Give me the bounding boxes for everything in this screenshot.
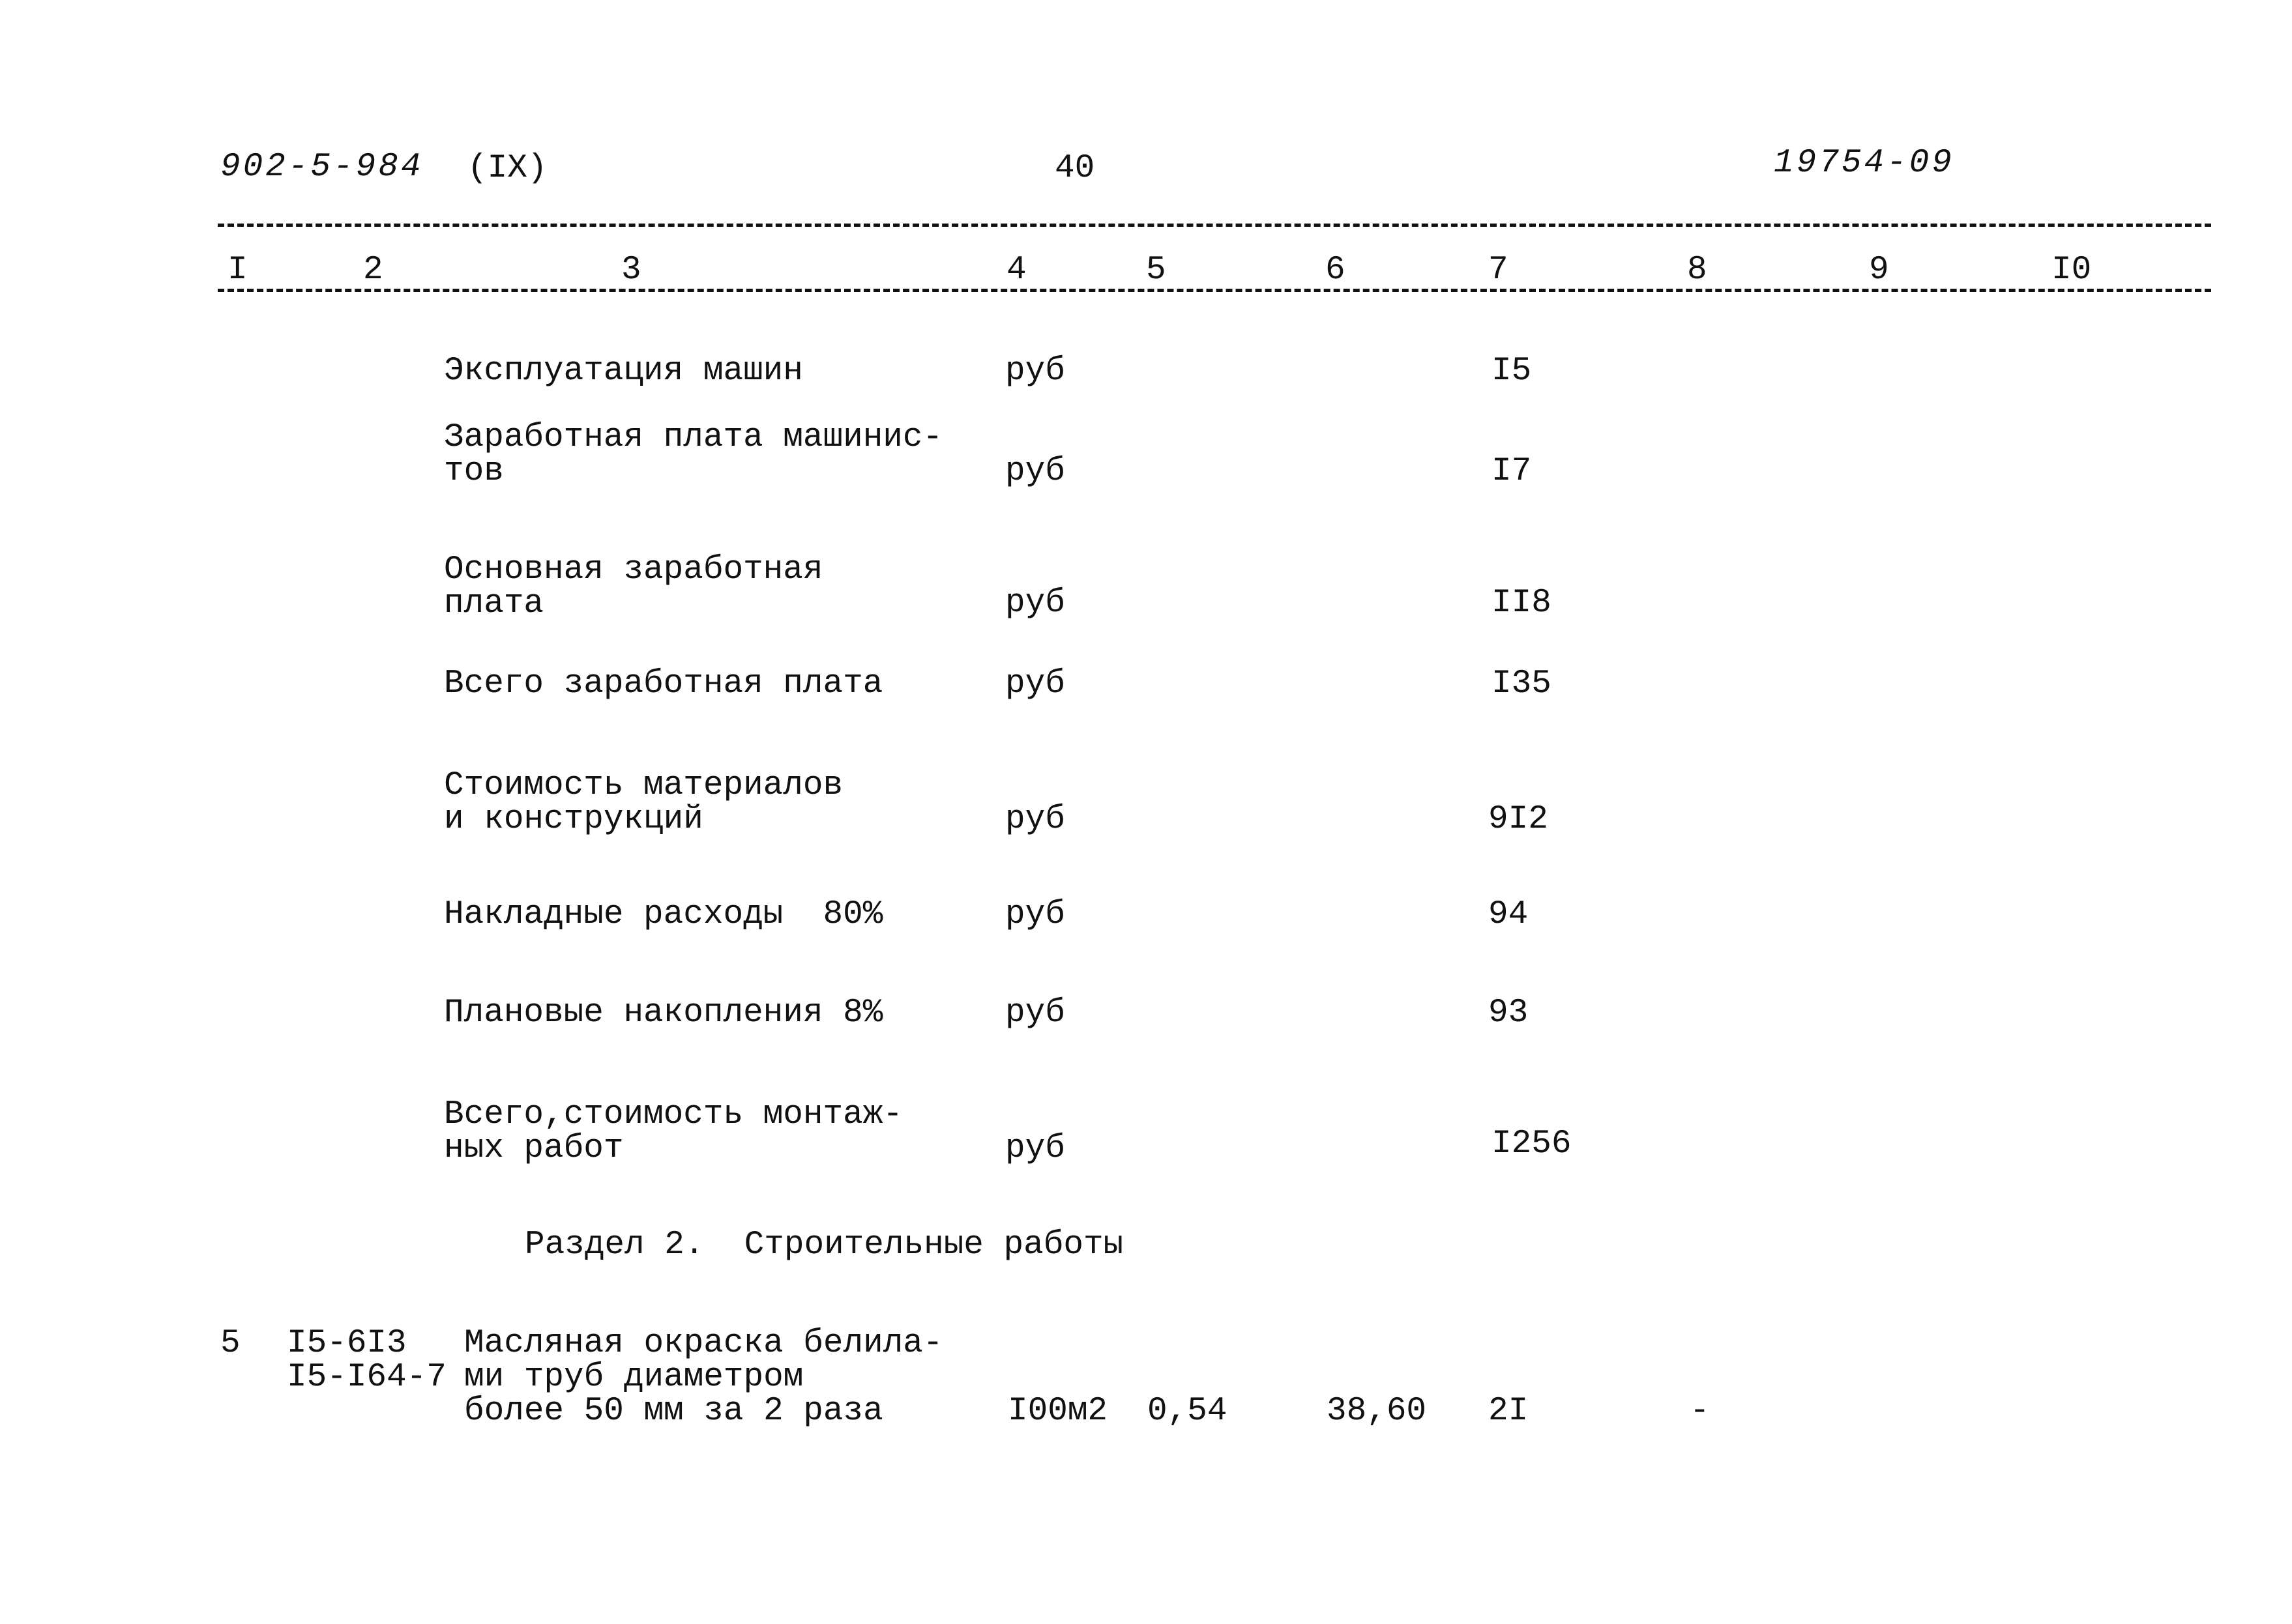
row-value: 93 [1488, 994, 1529, 1032]
row-value: 94 [1488, 896, 1529, 933]
column-number: 7 [1488, 252, 1508, 289]
item-description: Масляная окраска белила- ми труб диаметр… [464, 1325, 943, 1430]
page-number: 40 [1055, 150, 1095, 187]
item-total: 2I [1488, 1393, 1529, 1430]
row-unit: руб [1005, 801, 1065, 838]
row-label: Плановые накопления 8% [444, 994, 883, 1032]
header-top-rule [218, 224, 2211, 227]
row-unit: руб [1005, 585, 1065, 622]
row-label: Всего,стоимость монтаж- ных работ [444, 1096, 903, 1167]
item-number: 5 [220, 1325, 241, 1362]
row-unit: руб [1005, 994, 1065, 1032]
row-value: I5 [1491, 353, 1532, 390]
column-number: 6 [1325, 252, 1345, 289]
section-title: Раздел 2. Строительные работы [525, 1226, 1124, 1264]
column-number: 5 [1146, 252, 1166, 289]
row-label: Стоимость материалов и конструкций [444, 767, 844, 838]
inventory-number: 19754-09 [1774, 145, 1954, 182]
column-number: 3 [621, 252, 641, 289]
column-number: I0 [2051, 252, 2092, 289]
row-label: Основная заработная плата [444, 551, 823, 622]
row-value: II8 [1491, 585, 1551, 622]
row-value: I256 [1491, 1125, 1572, 1163]
item-quantity: 0,54 [1147, 1393, 1227, 1430]
doc-code: 902-5-984 [220, 149, 424, 186]
row-value: 9I2 [1488, 801, 1548, 838]
item-code: I5-6I3 I5-I64-7 [287, 1325, 447, 1396]
row-unit: руб [1005, 1130, 1065, 1167]
header-bottom-rule [218, 289, 2211, 292]
item-col8: - [1690, 1393, 1710, 1430]
row-label: Всего заработная плата [444, 665, 883, 703]
column-number: 4 [1006, 252, 1027, 289]
row-unit: руб [1005, 665, 1065, 703]
row-value: I35 [1491, 665, 1551, 703]
row-unit: руб [1005, 353, 1065, 390]
item-unit: I00м2 [1008, 1393, 1108, 1430]
row-unit: руб [1005, 896, 1065, 933]
row-value: I7 [1491, 453, 1532, 490]
column-number: 9 [1869, 252, 1889, 289]
row-label: Эксплуатация машин [444, 353, 803, 390]
item-unit-price: 38,60 [1327, 1393, 1427, 1430]
doc-part: (IX) [467, 150, 548, 187]
column-number: I [228, 252, 248, 289]
column-number: 2 [363, 252, 383, 289]
row-label: Накладные расходы 80% [444, 896, 883, 933]
row-unit: руб [1005, 453, 1065, 490]
column-number: 8 [1687, 252, 1707, 289]
row-label: Заработная плата машинис- тов [444, 419, 943, 490]
